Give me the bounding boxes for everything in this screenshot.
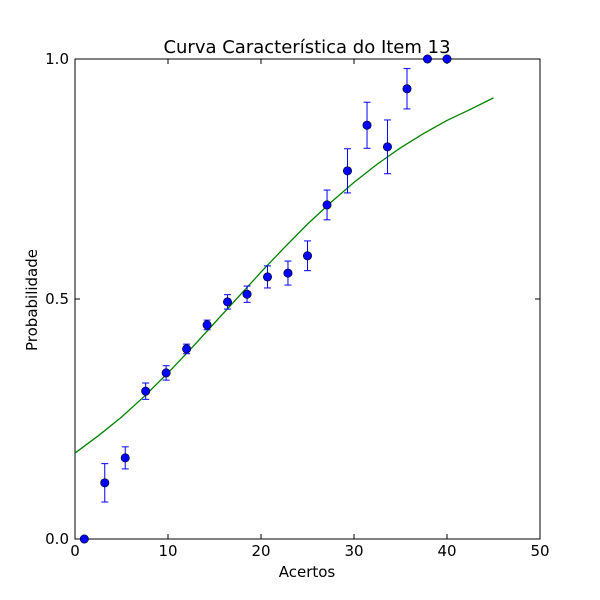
data-point [422,54,432,64]
data-point [100,478,110,488]
data-point [141,386,151,396]
x-tick-label: 0 [70,542,80,560]
y-axis-label: Probabilidade [23,249,41,351]
data-point [362,120,372,130]
x-tick-label: 50 [530,542,549,560]
y-tick-label: 0.5 [45,290,69,308]
data-point [242,289,252,299]
y-tick-label: 0.0 [45,530,69,548]
characteristic-curve-line [74,97,494,454]
data-point [442,54,452,64]
data-point [342,166,352,176]
data-point [402,84,412,94]
plot-frame [74,58,541,540]
x-axis-label: Acertos [279,563,336,581]
x-tick-label: 30 [344,542,363,560]
data-point [322,200,332,210]
data-point [182,344,192,354]
x-tick-label: 20 [251,542,270,560]
data-point [223,297,233,307]
data-point [202,320,212,330]
data-point [79,534,89,544]
data-point [120,453,130,463]
data-point [161,368,171,378]
data-point [382,142,392,152]
chart-title: Curva Característica do Item 13 [163,37,450,58]
data-point [283,268,293,278]
x-tick-label: 40 [437,542,456,560]
x-tick-label: 10 [158,542,177,560]
data-point [263,272,273,282]
plot-area: 0 10 20 30 40 50 0.0 0.5 1.0 [45,50,549,560]
data-point [302,251,312,261]
y-tick-label: 1.0 [45,50,69,68]
